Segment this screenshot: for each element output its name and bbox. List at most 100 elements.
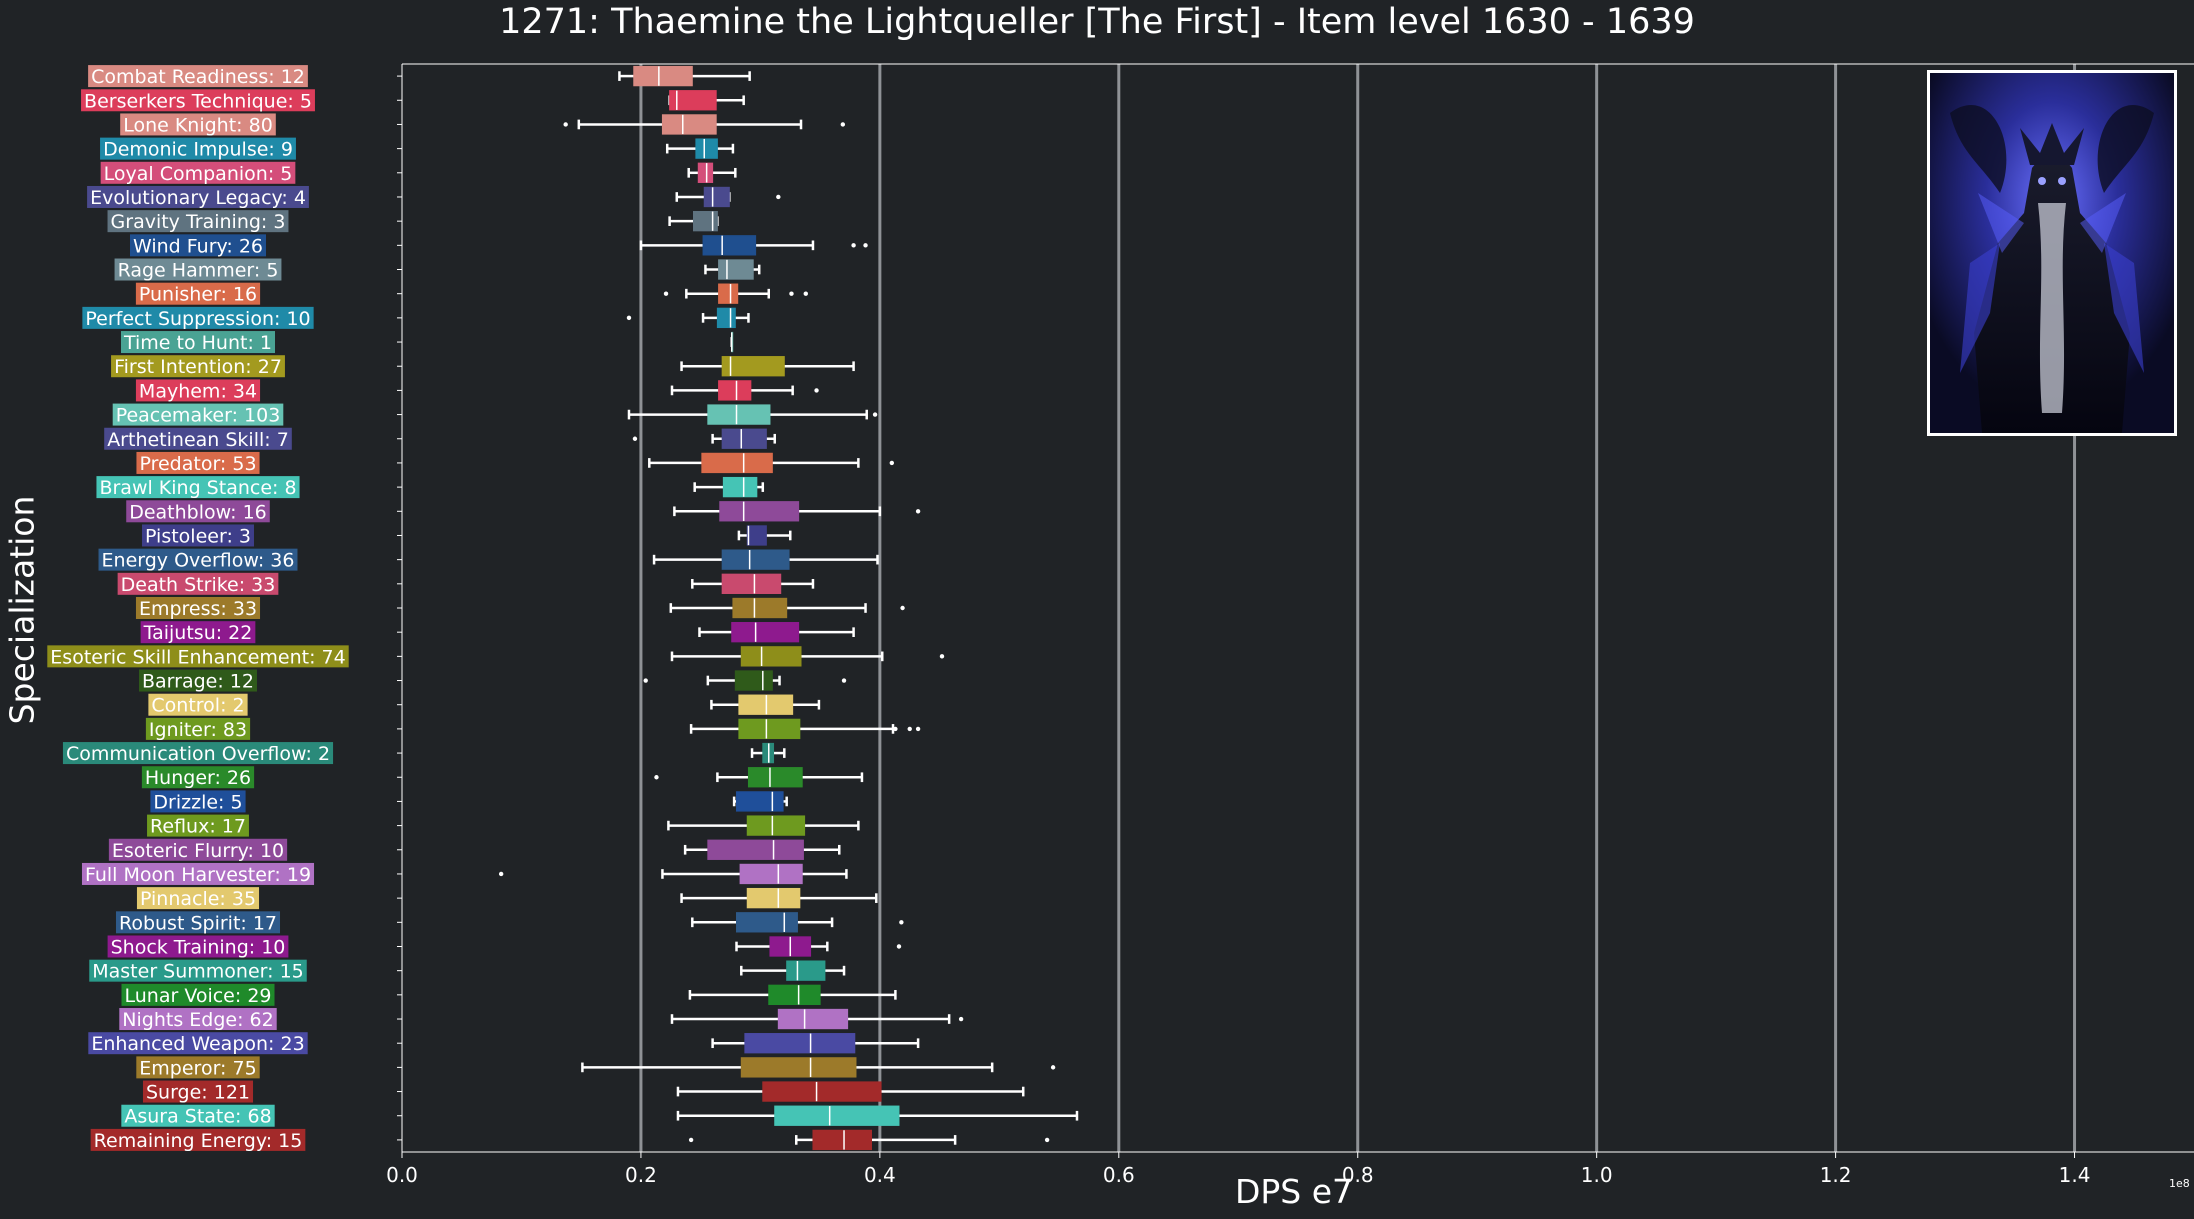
iqr-box — [736, 912, 798, 933]
spec-label-background — [90, 1128, 306, 1151]
outlier-point — [899, 920, 904, 925]
spec-label: Energy Overflow: 36 — [102, 550, 295, 572]
spec-label-background — [115, 911, 281, 934]
iqr-box — [786, 960, 826, 981]
spec-label: Arthetinean Skill: 7 — [107, 429, 289, 451]
spec-label: Mayhem: 34 — [139, 380, 257, 402]
spec-label-background — [145, 717, 251, 740]
x-axis-label: DPS e7 — [1234, 1172, 1354, 1211]
iqr-box — [736, 791, 784, 812]
spec-label: Perfect Suppression: 10 — [85, 308, 310, 330]
iqr-box — [703, 186, 730, 208]
outlier-point — [563, 122, 568, 127]
spec-label: Berserkers Technique: 5 — [84, 90, 312, 112]
iqr-box — [762, 1081, 882, 1102]
x-tick-label: 1.4 — [2059, 1163, 2091, 1187]
spec-label-background — [100, 161, 296, 184]
spec-label: Asura State: 68 — [124, 1106, 271, 1128]
iqr-box — [768, 984, 821, 1006]
iqr-box — [702, 235, 757, 256]
outlier-point — [872, 412, 878, 417]
spec-label-background — [88, 65, 308, 88]
spec-label: Deathblow: 16 — [129, 501, 267, 523]
spec-label-background — [126, 500, 270, 523]
spec-label-background — [114, 258, 282, 281]
spec-label-background — [96, 476, 300, 499]
iqr-box — [732, 597, 788, 619]
iqr-box — [774, 1105, 900, 1126]
spec-label: Pistoleer: 3 — [145, 525, 251, 547]
spec-label-background — [108, 838, 288, 861]
boss-portrait-image — [1927, 70, 2177, 436]
spec-label-background — [87, 185, 309, 208]
iqr-box — [746, 815, 806, 836]
x-tick-label: 0.4 — [864, 1163, 896, 1187]
outlier-point — [851, 243, 856, 248]
spec-label: Loyal Companion: 5 — [104, 163, 293, 185]
x-tick-label: 0.6 — [1103, 1163, 1135, 1187]
spec-label: Remaining Energy: 15 — [94, 1130, 303, 1152]
spec-label: Communication Overflow: 2 — [66, 743, 330, 765]
spec-label: Emperor: 75 — [139, 1057, 256, 1079]
x-tick-label: 0.2 — [625, 1163, 657, 1187]
spec-label: Demonic Impulse: 9 — [103, 139, 293, 161]
spec-label: Wind Fury: 26 — [133, 235, 263, 257]
spec-label-background — [81, 89, 315, 112]
iqr-box — [746, 525, 767, 546]
spec-label-background — [142, 524, 254, 547]
spec-label: Predator: 53 — [139, 453, 256, 475]
iqr-box — [707, 839, 804, 860]
spec-label-background — [104, 427, 292, 450]
outlier-point — [939, 654, 945, 659]
spec-label: First Intention: 27 — [114, 356, 282, 378]
iqr-box — [661, 114, 717, 135]
iqr-box — [695, 138, 718, 159]
iqr-box — [633, 65, 693, 87]
outlier-point — [1050, 1065, 1056, 1070]
spec-label: Rage Hammer: 5 — [118, 260, 279, 282]
outlier-point — [814, 388, 819, 393]
iqr-box — [707, 404, 771, 425]
spec-label-background — [136, 887, 260, 910]
spec-label-background — [129, 234, 267, 257]
spec-label-background — [82, 306, 314, 329]
spec-label: Nights Edge: 62 — [122, 1009, 273, 1031]
spec-label: Enhanced Weapon: 23 — [91, 1033, 304, 1055]
spec-label-background — [135, 282, 261, 305]
iqr-box — [692, 210, 718, 232]
spec-label-background — [142, 1080, 254, 1103]
chart-title: 1271: Thaemine the Lightqueller [The Fir… — [499, 2, 1695, 42]
spec-label-background — [136, 1056, 260, 1079]
x-tick-label: 1.0 — [1581, 1163, 1613, 1187]
outlier-point — [498, 871, 504, 877]
outlier-point — [841, 678, 847, 683]
spec-label-background — [150, 790, 246, 813]
outlier-point — [896, 944, 902, 949]
spec-label: Shock Training: 10 — [111, 936, 286, 958]
iqr-box — [721, 356, 785, 377]
spec-label-background — [136, 451, 260, 474]
iqr-box — [718, 380, 752, 401]
iqr-box — [777, 1008, 849, 1030]
spec-label-background — [107, 935, 289, 958]
iqr-box — [719, 501, 800, 522]
iqr-box — [738, 718, 801, 740]
outlier-point — [907, 726, 912, 732]
spec-label: Lunar Voice: 29 — [124, 985, 271, 1007]
outlier-point — [915, 726, 921, 732]
spec-label-background — [121, 983, 275, 1006]
spec-label: Full Moon Harvester: 19 — [85, 864, 311, 886]
spec-label: Death Strike: 33 — [121, 574, 276, 596]
spec-label: Esoteric Skill Enhancement: 74 — [50, 646, 345, 668]
spec-label-background — [139, 669, 257, 692]
spec-label-background — [89, 959, 307, 982]
outlier-point — [1044, 1137, 1050, 1143]
iqr-box — [746, 887, 801, 909]
spec-label: Peacemaker: 103 — [116, 405, 281, 427]
spec-label: Barrage: 12 — [142, 671, 254, 693]
iqr-box — [697, 162, 714, 183]
x-tick-label: 0.0 — [386, 1163, 418, 1187]
spec-label-background — [120, 113, 276, 136]
spec-label-background — [62, 742, 334, 765]
spec-label-background — [141, 766, 255, 789]
